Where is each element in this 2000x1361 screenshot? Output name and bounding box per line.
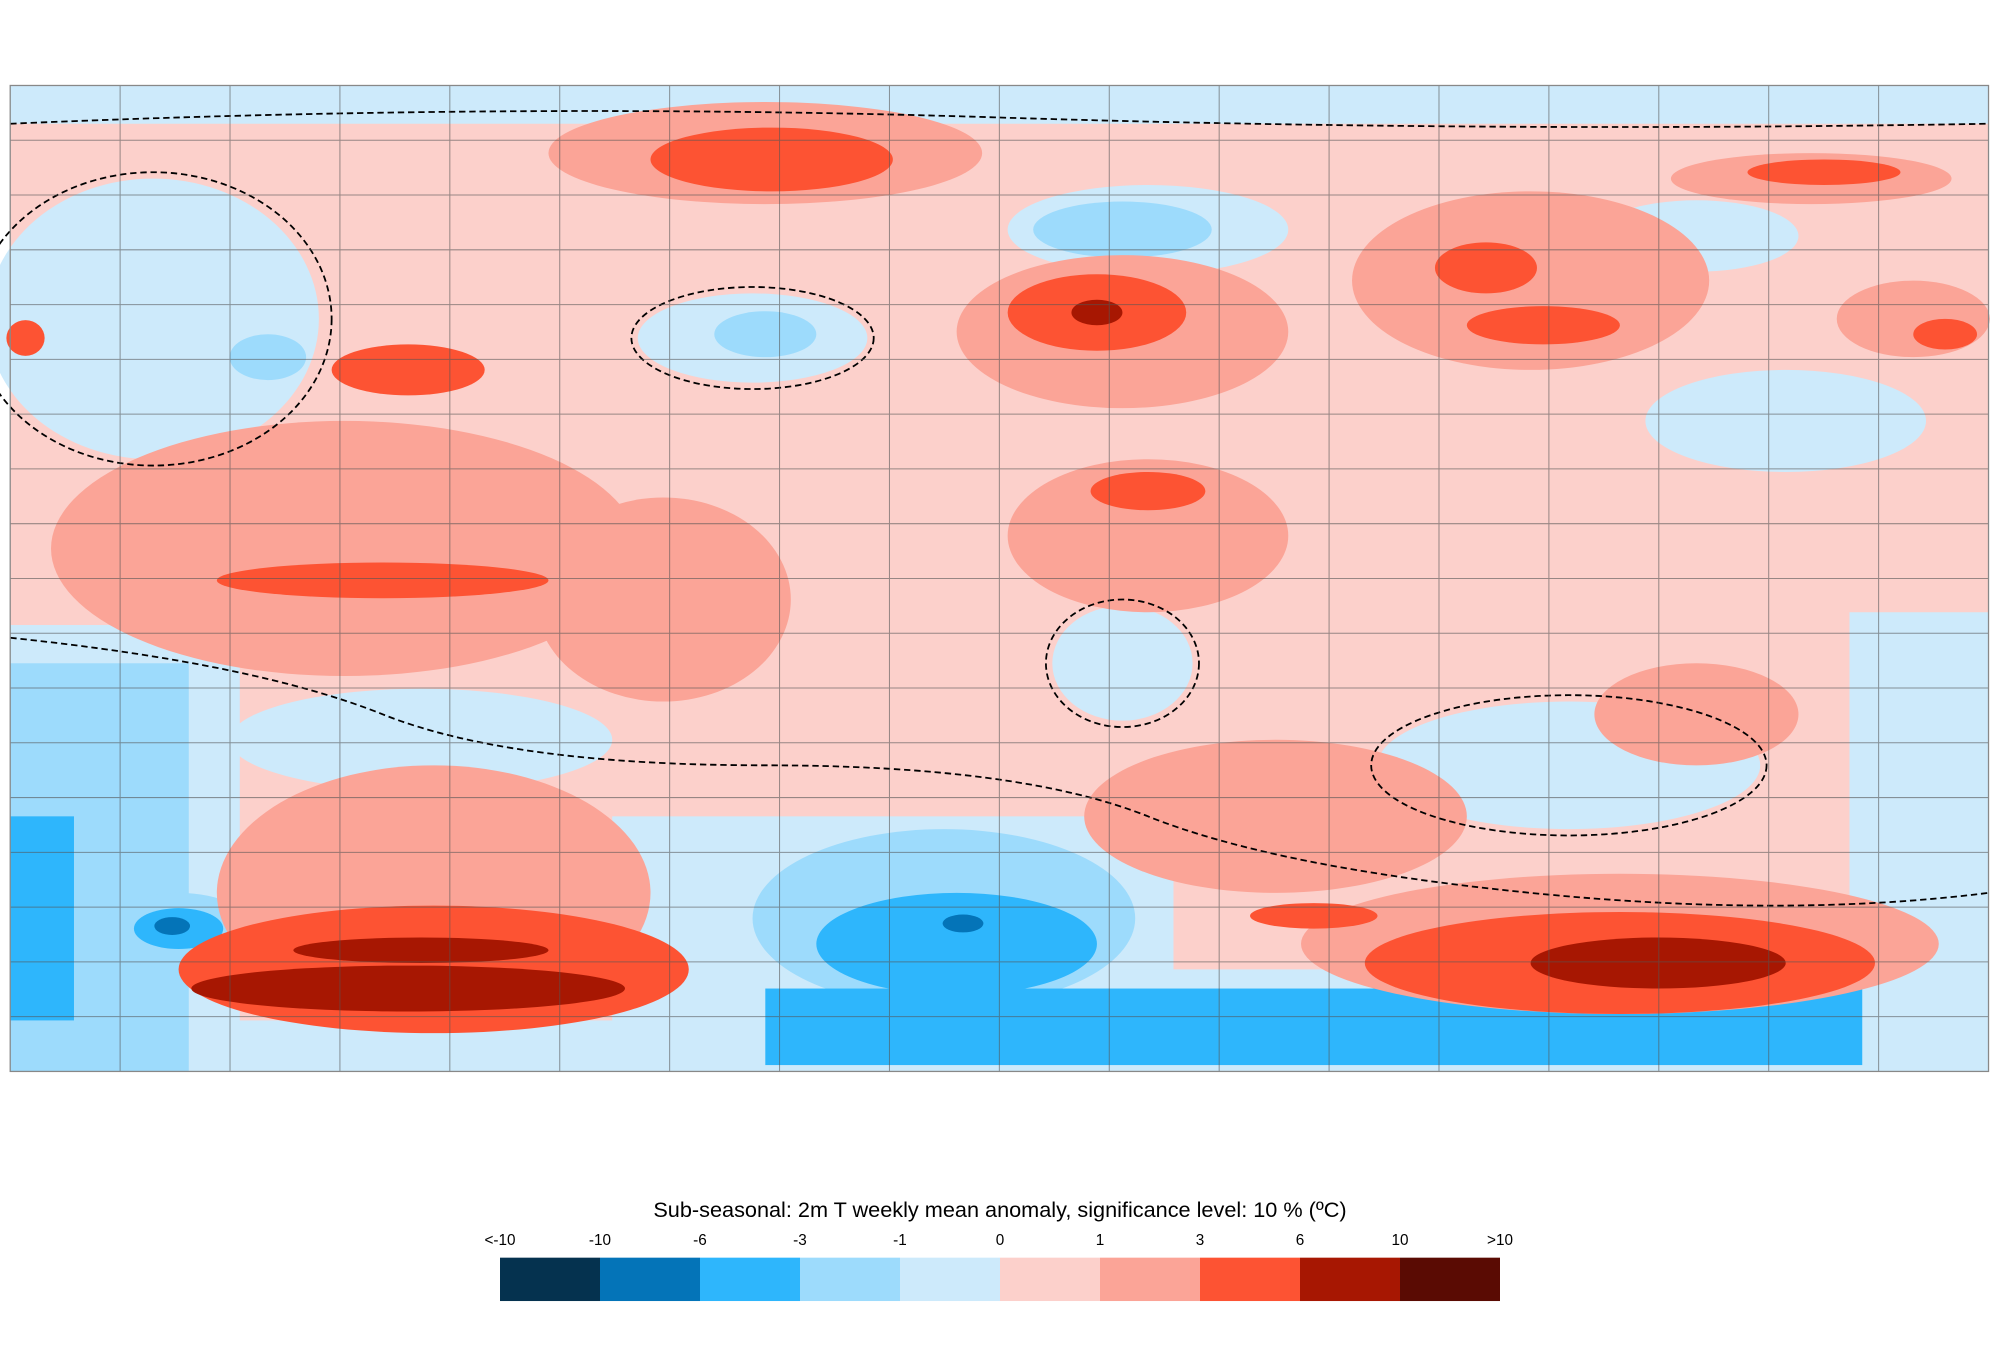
legend-label: 1 <box>1096 1232 1105 1249</box>
legend-swatch <box>1200 1257 1300 1302</box>
legend-title: Sub-seasonal: 2m T weekly mean anomaly, … <box>653 1197 1346 1222</box>
legend-label: 3 <box>1196 1232 1205 1249</box>
legend-swatch <box>800 1257 901 1302</box>
legend-swatch <box>1100 1257 1201 1302</box>
legend-swatch <box>600 1257 700 1302</box>
legend-label: 0 <box>996 1232 1005 1249</box>
map-frame <box>9 84 1990 1073</box>
legend-label: -10 <box>589 1232 611 1249</box>
legend-swatch <box>899 1257 1000 1302</box>
legend-label: 10 <box>1391 1232 1408 1249</box>
legend-swatch <box>700 1257 800 1302</box>
legend-label: 6 <box>1296 1232 1305 1249</box>
legend-label: >10 <box>1487 1232 1513 1249</box>
legend-label: <-10 <box>484 1232 515 1249</box>
legend-label: -1 <box>893 1232 907 1249</box>
legend-swatch <box>1000 1257 1100 1302</box>
significance-contours <box>0 110 1989 907</box>
legend: Sub-seasonal: 2m T weekly mean anomaly, … <box>484 1197 1513 1302</box>
legend-swatch <box>500 1257 600 1302</box>
legend-swatch <box>1300 1257 1400 1302</box>
coldest-areas <box>154 914 984 935</box>
legend-label: -3 <box>793 1232 807 1249</box>
legend-swatch <box>1400 1257 1500 1302</box>
hottest-areas <box>191 299 1786 1012</box>
anomaly-map <box>0 84 1990 1073</box>
legend-label: -6 <box>693 1232 707 1249</box>
graticule <box>10 85 1989 1072</box>
